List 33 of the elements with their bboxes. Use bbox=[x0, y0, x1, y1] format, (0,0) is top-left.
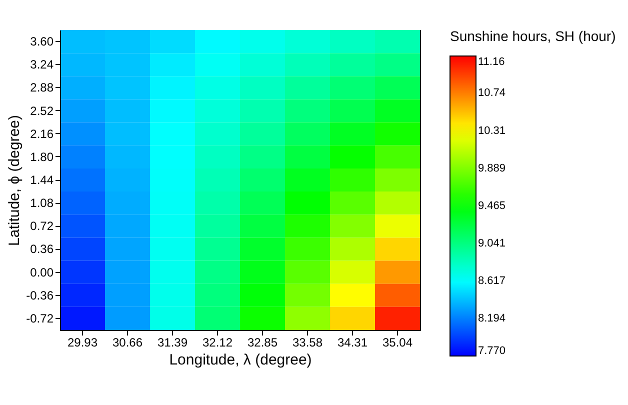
y-tick-label: 1.80 bbox=[30, 150, 54, 164]
y-tick-label: 0.00 bbox=[30, 265, 54, 280]
color-bar-label: 9.465 bbox=[478, 200, 506, 212]
x-tick-label: 31.39 bbox=[157, 336, 188, 350]
color-bar-label: 7.770 bbox=[478, 345, 506, 357]
y-tick-label: 0.36 bbox=[30, 242, 54, 256]
color-bar-label: 11.16 bbox=[478, 56, 505, 68]
y-tick-label: 1.44 bbox=[30, 173, 54, 187]
color-bar-label: 8.617 bbox=[478, 275, 506, 288]
y-tick-label: 2.88 bbox=[30, 80, 54, 95]
color-bar-label: 9.041 bbox=[478, 238, 506, 250]
x-tick-label: 32.85 bbox=[247, 336, 278, 350]
x-tick-label: 33.58 bbox=[292, 336, 323, 350]
legend-title: Sunshine hours, SH (hour) bbox=[450, 28, 616, 44]
y-tick-label: 0.72 bbox=[30, 219, 54, 234]
y-tick-label: 2.16 bbox=[30, 126, 54, 141]
y-tick-label: 3.60 bbox=[30, 34, 54, 49]
y-tick-label: -0.36 bbox=[26, 288, 54, 302]
x-tick-label: 30.66 bbox=[112, 336, 143, 350]
color-bar-label: 10.74 bbox=[478, 87, 506, 100]
y-axis-title: Latitude, ϕ (degree) bbox=[6, 115, 24, 246]
x-tick-label: 34.31 bbox=[337, 336, 368, 350]
x-tick-label: 32.12 bbox=[202, 336, 233, 350]
color-bar-label: 10.31 bbox=[478, 125, 506, 138]
x-axis-title: Longitude, λ (degree) bbox=[169, 352, 312, 368]
y-tick-label: 2.52 bbox=[30, 104, 54, 118]
y-tick-label: 3.24 bbox=[30, 58, 54, 72]
y-tick-label: 1.08 bbox=[30, 196, 54, 210]
color-bar-label: 8.194 bbox=[478, 312, 506, 324]
color-bar-label: 9.889 bbox=[478, 162, 506, 174]
x-tick-label: 29.93 bbox=[67, 336, 98, 350]
x-tick-label: 35.04 bbox=[382, 336, 413, 350]
y-tick-label: -0.72 bbox=[26, 311, 54, 326]
